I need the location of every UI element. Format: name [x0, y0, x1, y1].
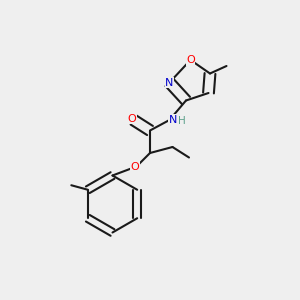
Text: N: N: [169, 115, 177, 125]
Text: O: O: [128, 113, 136, 124]
Text: N: N: [165, 77, 174, 88]
Text: H: H: [178, 116, 186, 127]
Text: O: O: [186, 55, 195, 65]
Text: O: O: [130, 161, 140, 172]
